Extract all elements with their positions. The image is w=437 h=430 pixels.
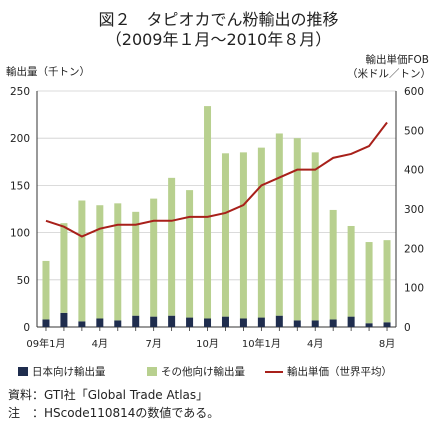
- left-tick-label: 200: [10, 133, 30, 145]
- right-tick-label: 600: [404, 86, 424, 98]
- bar-others: [114, 203, 122, 321]
- legend-swatch-price: [265, 370, 283, 373]
- left-axis-label: 輸出量（千トン）: [6, 66, 90, 78]
- bar-others: [311, 152, 319, 321]
- right-axis-label-line2: （米ドル／トン）: [347, 68, 431, 80]
- left-tick-label: 250: [10, 86, 30, 98]
- bar-japan: [275, 315, 283, 327]
- source-note: 資料：GTI社「Global Trade Atlas」: [8, 388, 209, 402]
- x-tick-label: 4月: [92, 338, 108, 350]
- bar-others: [293, 138, 301, 321]
- right-tick-label: 200: [404, 243, 424, 255]
- bar-others: [186, 190, 194, 318]
- bar-others: [204, 106, 212, 319]
- hs-note: 注 ：HScode110814の数値である。: [8, 406, 220, 420]
- bar-japan: [347, 316, 355, 327]
- x-tick-label: 09年1月: [26, 337, 65, 350]
- left-tick-label: 0: [23, 322, 30, 334]
- price-line: [45, 121, 388, 238]
- bar-others: [96, 205, 104, 319]
- bar-others: [78, 200, 86, 322]
- chart-plot: 0 50 100 150 200 250 0 100 200 300 400 500 600 09年1月 4…: [10, 86, 424, 350]
- bar-japan: [150, 316, 158, 327]
- bar-japan: [383, 322, 391, 327]
- right-tick-label: 100: [404, 283, 424, 295]
- chart-title-line1: 図２ タピオカでん粉輸出の推移: [98, 10, 339, 29]
- legend-item-japan: 日本向け輸出量: [18, 364, 106, 379]
- bar-japan: [257, 317, 265, 327]
- x-tick-label: 8月: [379, 338, 395, 350]
- right-axis-label-line1: 輸出単価FOB: [365, 54, 429, 66]
- bar-japan: [311, 320, 319, 327]
- right-tick-label: 300: [404, 204, 424, 216]
- bar-others: [383, 240, 391, 323]
- right-tick-label: 0: [404, 322, 411, 334]
- x-tick-label: 10月: [196, 338, 219, 350]
- bar-japan: [239, 318, 247, 327]
- bar-others: [257, 147, 265, 318]
- legend-item-price: 輸出単価（世界平均）: [265, 364, 392, 379]
- bar-japan: [329, 319, 337, 327]
- bar-others: [60, 223, 68, 313]
- legend-swatch-others: [147, 367, 157, 376]
- x-tick-label: 4月: [307, 338, 323, 350]
- left-tick-label: 100: [10, 228, 30, 240]
- bar-others: [365, 242, 373, 324]
- bar-japan: [132, 315, 140, 327]
- bar-others: [150, 198, 158, 317]
- bar-others: [275, 133, 283, 316]
- legend-swatch-japan: [18, 367, 28, 376]
- left-tick-label: 150: [10, 180, 30, 192]
- bar-others: [168, 177, 176, 316]
- bar-japan: [221, 316, 229, 327]
- bar-japan: [186, 317, 194, 327]
- bar-others: [42, 260, 50, 320]
- legend-item-others: その他向け輸出量: [147, 364, 245, 379]
- bar-others: [132, 211, 140, 316]
- legend-label-others: その他向け輸出量: [161, 366, 245, 378]
- bar-others: [347, 225, 355, 317]
- bar-japan: [365, 323, 373, 327]
- bar-japan: [96, 318, 104, 327]
- bar-japan: [60, 312, 68, 327]
- x-tick-label: 7月: [145, 338, 161, 350]
- bar-others: [329, 209, 337, 320]
- x-tick-label: 10年1月: [242, 337, 281, 350]
- bar-japan: [114, 320, 122, 327]
- left-tick-label: 50: [17, 275, 30, 287]
- legend-label-japan: 日本向け輸出量: [32, 366, 106, 378]
- chart-title-line2: （2009年１月～2010年８月）: [105, 30, 332, 49]
- bar-japan: [168, 315, 176, 327]
- bar-japan: [293, 320, 301, 327]
- right-tick-label: 500: [404, 125, 424, 137]
- bar-others: [239, 152, 247, 319]
- bar-others: [221, 153, 229, 317]
- right-tick-label: 400: [404, 165, 424, 177]
- bar-japan: [78, 321, 86, 327]
- bar-japan: [42, 319, 50, 327]
- bar-japan: [204, 318, 212, 327]
- legend-label-price: 輸出単価（世界平均）: [287, 366, 392, 378]
